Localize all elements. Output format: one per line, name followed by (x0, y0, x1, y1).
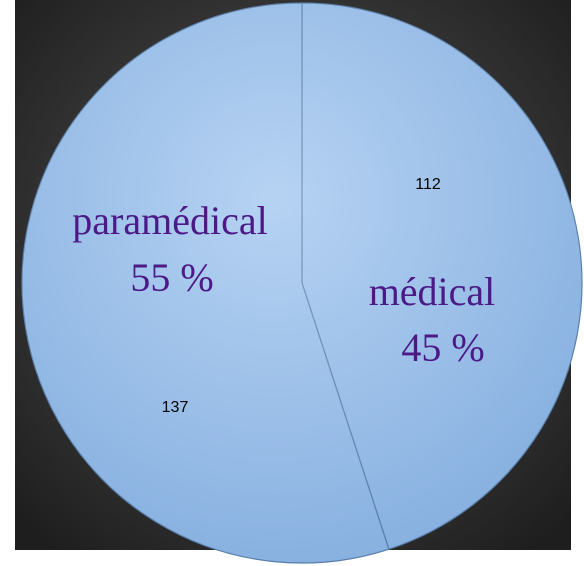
slices (21, 2, 583, 564)
labels: médical 45 % 112 paramédical 55 % 137 (72, 176, 495, 416)
value-label: 112 (415, 176, 441, 193)
category-label: paramédical (72, 198, 267, 243)
percentage-label: 45 % (401, 325, 484, 370)
percentage-label: 55 % (130, 255, 213, 300)
category-label: médical (369, 269, 496, 314)
value-label: 137 (162, 399, 189, 416)
